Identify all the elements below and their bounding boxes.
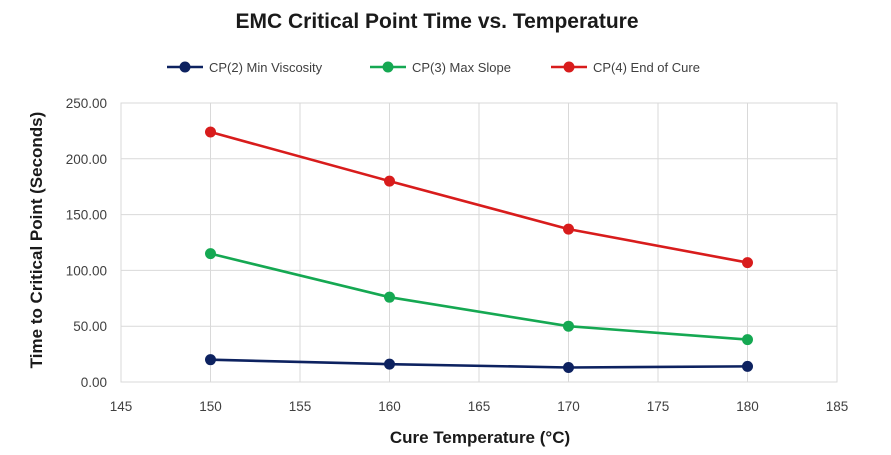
data-point: [742, 360, 753, 372]
data-point: [563, 320, 574, 332]
chart-title: EMC Critical Point Time vs. Temperature: [236, 10, 639, 33]
legend: CP(2) Min Viscosity CP(3) Max Slope CP(4) …: [167, 60, 700, 75]
legend-label: CP(3) Max Slope: [412, 60, 511, 75]
legend-marker: [179, 61, 191, 73]
x-axis-label: Cure Temperature (°C): [390, 428, 570, 447]
y-tick-label: 250.00: [66, 96, 107, 111]
data-point: [384, 291, 395, 303]
x-tick-label: 160: [378, 399, 401, 414]
x-tick-label: 175: [647, 399, 670, 414]
x-tick-label: 150: [199, 399, 222, 414]
x-tick-label: 185: [826, 399, 849, 414]
x-tick-label: 145: [110, 399, 133, 414]
legend-label: CP(4) End of Cure: [593, 60, 700, 75]
plot-area: [120, 102, 838, 383]
x-tick-label: 165: [468, 399, 491, 414]
data-point: [384, 175, 395, 187]
data-point: [742, 334, 753, 346]
x-tick-label: 180: [736, 399, 759, 414]
y-tick-label: 100.00: [66, 263, 107, 278]
series-line-3: [210, 130, 748, 264]
grid: [120, 102, 838, 383]
series-line-1: [210, 358, 748, 369]
data-point: [384, 358, 395, 370]
y-tick-label: 200.00: [66, 152, 107, 167]
y-axis-label: Time to Critical Point (Seconds): [27, 112, 46, 369]
data-point: [563, 361, 574, 373]
data-point: [205, 248, 216, 260]
y-tick-label: 50.00: [73, 319, 107, 334]
x-axis: 145 150 155 160 165 170 175 180 185: [110, 399, 849, 414]
data-point: [742, 257, 753, 269]
legend-marker: [563, 61, 575, 73]
data-point: [205, 126, 216, 138]
x-tick-label: 170: [557, 399, 580, 414]
y-tick-label: 0.00: [81, 375, 107, 390]
legend-marker: [382, 61, 394, 73]
legend-label: CP(2) Min Viscosity: [209, 60, 323, 75]
y-tick-label: 150.00: [66, 208, 107, 223]
x-tick-label: 155: [289, 399, 312, 414]
series-line-2: [210, 252, 748, 341]
data-point: [563, 223, 574, 235]
data-point: [205, 354, 216, 366]
series-group: [205, 126, 753, 373]
y-axis: 0.00 50.00 100.00 150.00 200.00 250.00: [66, 96, 107, 390]
